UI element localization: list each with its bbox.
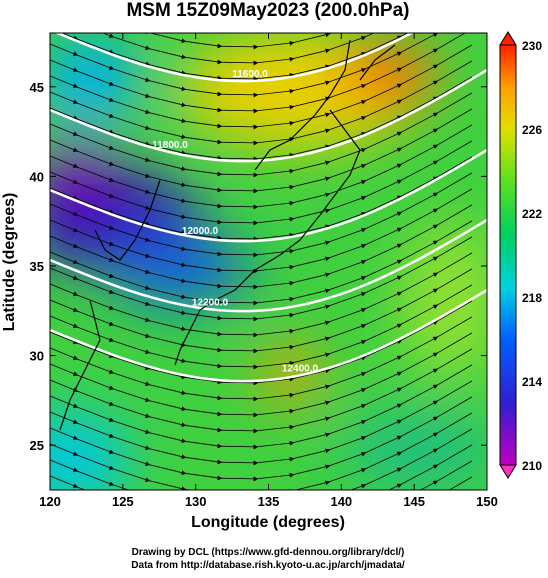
y-tick-label: 35 xyxy=(30,259,44,274)
map-field: 11600.0 11800.0 12000.0 12200.0 12400.0 xyxy=(50,33,487,490)
contour-line xyxy=(50,148,487,243)
x-tick-label: 130 xyxy=(185,494,207,509)
footer-line: Data from http://database.rish.kyoto-u.a… xyxy=(131,560,405,571)
x-tick-label: 140 xyxy=(330,494,352,509)
contour-label: 11800.0 xyxy=(152,140,188,151)
footer-line: Drawing by DCL (https://www.gfd-dennou.o… xyxy=(132,547,405,558)
colorbar-tick-label: 210 xyxy=(522,459,542,473)
y-tick-label: 30 xyxy=(30,349,44,364)
contour-line xyxy=(54,33,415,83)
contour-label: 12000.0 xyxy=(182,226,219,237)
contour-label: 12200.0 xyxy=(192,297,229,308)
colorbar-tick-label: 226 xyxy=(522,123,542,137)
x-tick-label: 135 xyxy=(258,494,280,509)
x-tick-label: 120 xyxy=(39,494,61,509)
colorbar-min-arrow xyxy=(499,464,517,479)
y-tick-label: 25 xyxy=(30,438,44,453)
coastline xyxy=(59,39,396,431)
x-tick-label: 145 xyxy=(403,494,425,509)
y-tick-label: 40 xyxy=(30,169,44,184)
contour-label: 11600.0 xyxy=(232,69,268,80)
contour-line xyxy=(50,288,487,383)
x-tick-label: 125 xyxy=(112,494,134,509)
contour-line xyxy=(50,218,487,313)
y-axis-label: Latitude (degrees) xyxy=(1,193,18,332)
colorbar-tick-label: 222 xyxy=(522,207,542,221)
x-axis-label: Longitude (degrees) xyxy=(191,514,345,531)
colorbar-max-arrow xyxy=(499,31,517,46)
x-tick-label: 150 xyxy=(476,494,498,509)
colorbar-tick-label: 230 xyxy=(522,39,542,53)
contour-line xyxy=(50,68,487,163)
colorbar-tick-label: 218 xyxy=(522,291,542,305)
contour-label: 12400.0 xyxy=(282,363,319,374)
y-tick-label: 45 xyxy=(30,80,44,95)
colorbar-tick-label: 214 xyxy=(522,375,542,389)
colorbar xyxy=(499,44,517,466)
title: MSM 15Z09May2023 (200.0hPa) xyxy=(126,0,409,21)
